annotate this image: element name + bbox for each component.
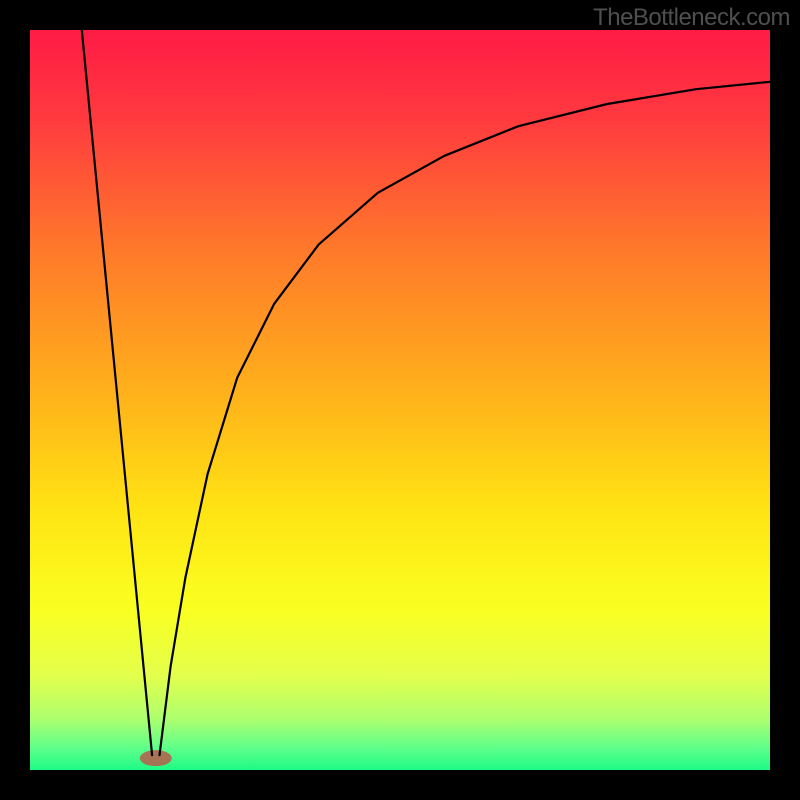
chart-container: TheBottleneck.com — [0, 0, 800, 800]
plot-background — [30, 30, 770, 770]
minimum-marker — [140, 750, 172, 766]
chart-svg — [0, 0, 800, 800]
watermark-text: TheBottleneck.com — [593, 4, 790, 32]
